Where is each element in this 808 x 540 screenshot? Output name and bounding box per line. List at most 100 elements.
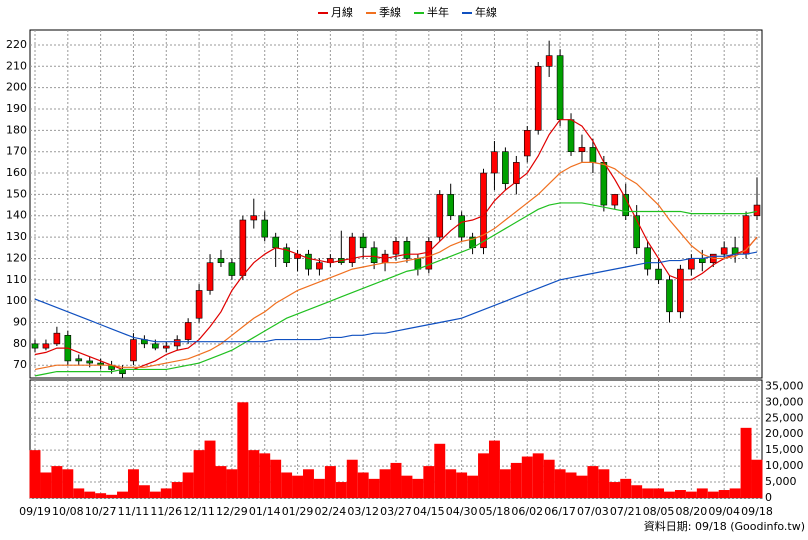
y-tick-label: 140: [6, 209, 27, 222]
volume-bar: [478, 453, 489, 498]
y-tick-label: 210: [6, 59, 27, 72]
volume-bar: [357, 472, 369, 498]
ma-line: [34, 161, 758, 371]
x-tick-label: 09/04: [708, 505, 740, 518]
volume-bar: [117, 491, 128, 498]
volume-bar: [664, 491, 675, 498]
volume-bar: [160, 488, 172, 498]
volume-bar: [149, 491, 161, 498]
y-tick-label: 120: [6, 251, 27, 264]
candle-body: [534, 65, 542, 131]
candle-body: [86, 360, 93, 364]
candle-body: [753, 204, 761, 217]
x-tick-label: 02/24: [315, 505, 347, 518]
y-tick-label: 110: [6, 273, 27, 286]
volume-tick-label: 25,000: [765, 411, 804, 424]
candle-body: [195, 290, 203, 319]
candle-body: [173, 339, 181, 347]
volume-bar: [620, 478, 632, 498]
candle-body: [370, 247, 378, 264]
candle-body: [589, 147, 597, 163]
candle-body: [688, 258, 695, 270]
y-tick-label: 160: [6, 166, 27, 179]
candle-body: [523, 130, 531, 157]
volume-bar: [642, 488, 654, 498]
candle-body: [480, 172, 487, 249]
candle-body: [699, 258, 706, 264]
x-tick-label: 09/19: [19, 505, 51, 518]
candle-body: [162, 345, 170, 349]
candle-body: [152, 343, 159, 349]
volume-bar: [292, 475, 304, 498]
candle-body: [305, 253, 312, 270]
volume-bar: [674, 490, 686, 498]
candle-body: [666, 279, 673, 313]
y-tick-label: 80: [13, 337, 27, 350]
x-tick-label: 03/12: [347, 505, 379, 518]
volume-bar: [532, 453, 544, 498]
candle-body: [720, 247, 728, 255]
x-tick-label: 01/14: [249, 505, 281, 518]
x-tick-label: 04/15: [413, 505, 445, 518]
x-tick-label: 05/18: [479, 505, 511, 518]
legend-label: 季線: [379, 5, 401, 19]
volume-bar: [499, 469, 511, 498]
volume-bar: [510, 462, 522, 498]
volume-tick-label: 0: [765, 491, 772, 504]
y-tick-label: 90: [13, 315, 27, 328]
volume-bar: [346, 459, 358, 498]
volume-bar: [543, 459, 555, 498]
volume-bar: [29, 450, 41, 498]
x-tick-label: 06/02: [511, 505, 543, 518]
volume-bar: [193, 450, 205, 498]
volume-bar: [434, 443, 446, 498]
volume-bar: [106, 494, 118, 498]
volume-bar: [488, 440, 500, 498]
volume-bar: [138, 485, 150, 498]
volume-bar: [62, 469, 74, 498]
volume-bar: [521, 456, 533, 498]
volume-bar: [729, 488, 741, 498]
candle-body: [348, 236, 356, 264]
volume-bar: [379, 469, 391, 498]
volume-bar: [237, 402, 249, 498]
volume-bar: [718, 490, 730, 498]
volume-bar: [324, 466, 336, 498]
candle-body: [556, 55, 564, 120]
candle-body: [545, 55, 553, 67]
ma-line: [34, 202, 758, 377]
volume-bar: [587, 466, 599, 498]
volume-bar: [127, 469, 139, 498]
volume-tick-label: 30,000: [765, 395, 804, 408]
candle-body: [75, 358, 83, 362]
volume-bar: [215, 466, 227, 498]
candle-body: [502, 151, 509, 185]
legend-label: 月線: [331, 5, 353, 19]
candle-body: [272, 236, 279, 249]
ma-line: [34, 119, 758, 371]
volume-bar: [303, 469, 314, 498]
candle-body: [53, 332, 61, 345]
candle-body: [239, 219, 247, 276]
volume-bar: [631, 485, 643, 498]
x-tick-label: 03/27: [380, 505, 412, 518]
volume-bar: [204, 440, 216, 498]
candle-body: [261, 219, 269, 238]
candle-body: [283, 247, 290, 264]
candle-body: [206, 262, 214, 291]
candle-body: [217, 258, 225, 264]
volume-bar: [313, 478, 325, 498]
candle-body: [184, 322, 192, 340]
candle-body: [31, 343, 39, 349]
volume-bar: [653, 488, 665, 498]
candle-body: [228, 262, 236, 276]
volume-tick-label: 35,000: [765, 379, 804, 392]
candle-body: [633, 215, 640, 249]
candle-body: [42, 343, 50, 349]
volume-bar: [390, 462, 402, 498]
x-tick-label: 01/29: [282, 505, 314, 518]
y-tick-label: 100: [6, 294, 27, 307]
candle-body: [491, 151, 498, 174]
volume-tick-label: 5,000: [765, 475, 797, 488]
